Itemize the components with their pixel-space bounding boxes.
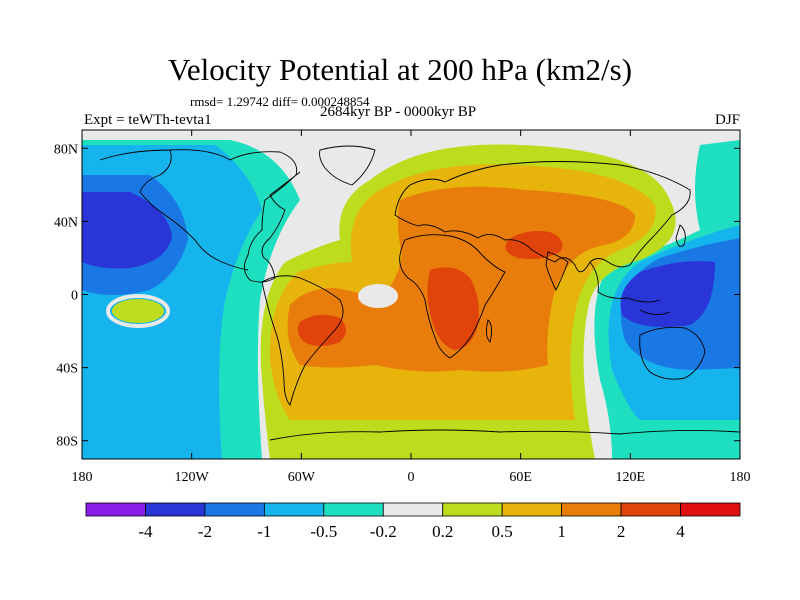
coastline-antarctica	[269, 429, 740, 441]
lat-tick-label: 80N	[54, 142, 78, 157]
colorbar-label: -1	[257, 522, 271, 541]
lon-tick-label: 120W	[175, 470, 210, 485]
coastline-southeast-asia	[589, 261, 671, 315]
colorbar-swatch	[204, 502, 265, 517]
colorbar-swatch	[145, 502, 206, 517]
coastline-japan	[675, 224, 686, 247]
coastline-south-america	[261, 275, 344, 406]
lon-tick-label: 60E	[509, 470, 532, 485]
lon-tick-label: 180	[730, 470, 751, 485]
colorbar-label: -4	[138, 522, 153, 541]
positive-core-south-america	[297, 314, 346, 346]
map-title: Velocity Potential at 200 hPa (km2/s)	[167, 52, 633, 87]
neutral-cell-tropical-atlantic	[358, 284, 398, 308]
rmsd-diff-stats: rmsd= 1.29742 diff= 0.000248854	[190, 94, 370, 109]
colorbar-swatch	[85, 502, 146, 517]
positive-cell-tropical-pacific-ring	[106, 294, 170, 328]
lat-tick-label: 0	[71, 289, 78, 304]
coastlines	[99, 145, 740, 441]
colorbar: -4 -2 -1 -0.5 -0.2 0.2 0.5 1 2 4	[85, 502, 741, 541]
contour-field	[82, 130, 740, 459]
lon-tick-label: 180	[72, 470, 93, 485]
experiment-label: Expt = teWTh-tevta1	[84, 112, 212, 128]
colorbar-label: -0.5	[310, 522, 337, 541]
colorbar-label: 2	[617, 522, 626, 541]
period-label: 2684kyr BP - 0000kyr BP	[320, 104, 477, 120]
lon-tick-label: 0	[408, 470, 415, 485]
colorbar-label: -2	[198, 522, 212, 541]
colorbar-label: -0.2	[370, 522, 397, 541]
coastline-australia	[639, 326, 706, 380]
colorbar-swatch	[561, 502, 622, 517]
lat-tick-label: 40N	[54, 215, 78, 230]
axis-ticks	[81, 130, 741, 459]
colorbar-swatch	[501, 502, 563, 517]
axis-labels: 180 120W 60W 0 60E 120E 180 80N 40N 0 40S 80S	[54, 142, 751, 485]
coastline-north-america	[99, 149, 301, 283]
colorbar-label: 0.2	[432, 522, 453, 541]
coastline-india	[545, 251, 569, 292]
coastline-madagascar	[485, 319, 493, 343]
negative-region-pacific-core	[82, 192, 172, 269]
colorbar-swatch	[263, 502, 325, 517]
season-label: DJF	[714, 112, 740, 128]
positive-core-africa	[427, 267, 479, 350]
colorbar-label: 1	[557, 522, 566, 541]
lon-tick-label: 60W	[288, 470, 316, 485]
colorbar-swatch	[382, 502, 444, 517]
colorbar-label: 0.5	[492, 522, 513, 541]
coastline-greenland	[319, 145, 376, 186]
lat-tick-label: 80S	[56, 435, 78, 450]
colorbar-swatch	[323, 502, 384, 517]
colorbar-swatch	[620, 502, 681, 517]
lon-tick-label: 120E	[616, 470, 646, 485]
lat-tick-label: 40S	[56, 362, 78, 377]
coastline-europe-asia	[394, 161, 691, 273]
colorbar-swatch	[442, 502, 503, 517]
coastline-africa	[399, 234, 506, 359]
colorbar-swatch	[680, 502, 741, 517]
negative-region-indopacific-core	[620, 261, 715, 328]
positive-cell-tropical-pacific	[112, 299, 164, 323]
colorbar-label: 4	[676, 522, 685, 541]
